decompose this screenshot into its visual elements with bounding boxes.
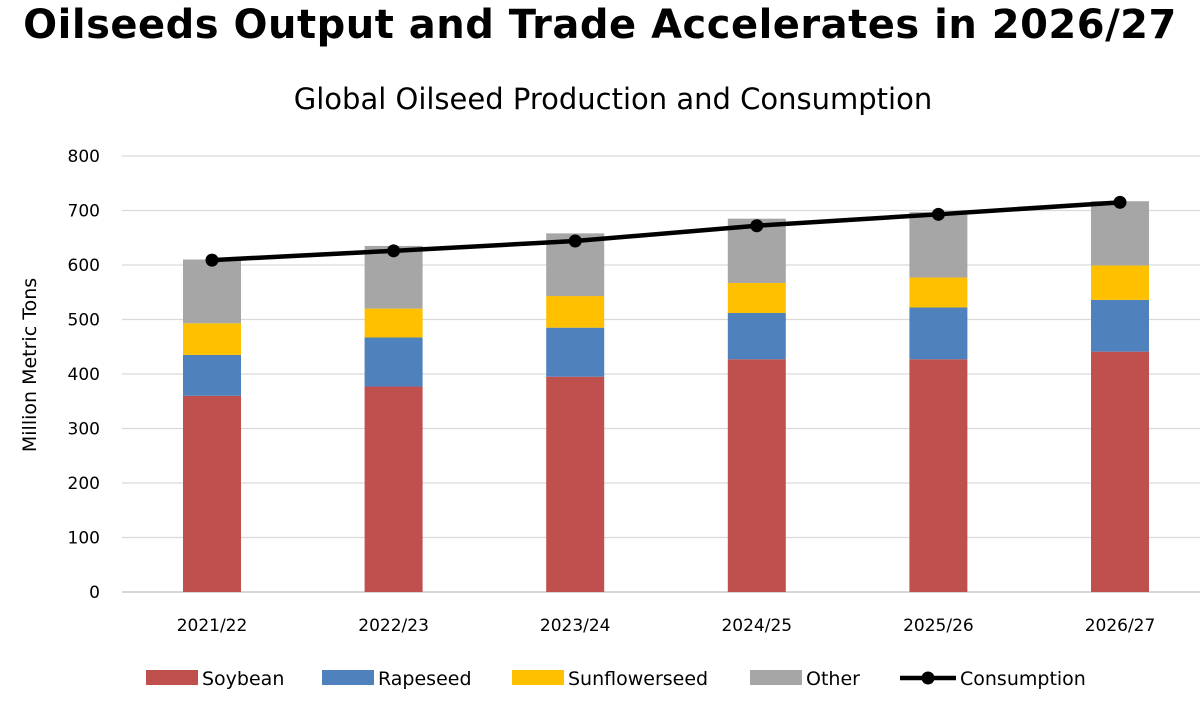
consumption-point — [568, 234, 582, 248]
y-tick-label: 200 — [68, 474, 100, 494]
y-tick-label: 400 — [68, 365, 100, 385]
legend-label: Soybean — [202, 668, 284, 690]
y-tick-label: 100 — [68, 529, 100, 549]
legend-label: Consumption — [960, 668, 1086, 690]
bar-rapeseed — [546, 327, 605, 377]
bar-soybean — [183, 395, 241, 592]
legend-item-rapeseed: Rapeseed — [322, 668, 472, 690]
bar-other — [183, 259, 241, 324]
y-axis-ticks: 0 100 200 300 400 500 600 700 800 — [68, 147, 100, 603]
y-tick-label: 800 — [68, 147, 100, 167]
y-tick-label: 0 — [89, 583, 100, 603]
y-tick-label: 600 — [68, 256, 100, 276]
bar-sunflowerseed — [1091, 265, 1149, 300]
bar-sunflowerseed — [727, 282, 786, 313]
page-title: Oilseeds Output and Trade Accelerates in… — [23, 2, 1177, 48]
legend-swatch — [750, 670, 802, 685]
bar-sunflowerseed — [183, 323, 241, 355]
legend-item-other: Other — [750, 668, 860, 690]
consumption-point — [387, 244, 401, 258]
bar-rapeseed — [183, 354, 241, 396]
legend-label: Other — [806, 668, 860, 690]
y-tick-label: 700 — [68, 202, 100, 222]
bar-soybean — [1091, 351, 1149, 592]
legend-swatch — [512, 670, 564, 685]
bar-soybean — [727, 359, 786, 592]
y-tick-label: 300 — [68, 420, 100, 440]
bar-soybean — [364, 386, 423, 592]
y-tick-label: 500 — [68, 311, 100, 331]
bar-sunflowerseed — [909, 277, 968, 308]
x-tick-label: 2026/27 — [1085, 616, 1156, 636]
consumption-line-layer — [205, 195, 1127, 267]
x-axis-ticks: 2021/22 2022/23 2023/24 2024/25 2025/26 2026/… — [177, 616, 1156, 636]
bar-layer — [183, 201, 1149, 592]
bar-other — [1091, 201, 1149, 266]
bar-rapeseed — [909, 307, 968, 360]
legend: Soybean Rapeseed Sunflowerseed Other Consump… — [146, 668, 1086, 690]
x-tick-label: 2023/24 — [540, 616, 611, 636]
gridlines — [122, 155, 1200, 593]
consumption-point — [931, 207, 945, 221]
x-tick-label: 2021/22 — [177, 616, 248, 636]
chart-title: Global Oilseed Production and Consumptio… — [293, 82, 933, 116]
bar-soybean — [909, 359, 968, 592]
bar-other — [909, 212, 968, 278]
x-tick-label: 2025/26 — [903, 616, 974, 636]
bar-sunflowerseed — [546, 296, 605, 328]
consumption-line — [211, 200, 1121, 263]
x-tick-label: 2024/25 — [721, 616, 792, 636]
legend-swatch — [146, 670, 198, 685]
y-axis-title: Million Metric Tons — [19, 278, 41, 452]
consumption-point — [750, 219, 764, 233]
legend-item-sunflowerseed: Sunflowerseed — [512, 668, 708, 690]
consumption-point — [205, 253, 219, 267]
legend-label: Sunflowerseed — [568, 668, 708, 690]
x-tick-label: 2022/23 — [358, 616, 429, 636]
legend-item-soybean: Soybean — [146, 668, 284, 690]
bar-sunflowerseed — [364, 308, 423, 338]
legend-swatch — [322, 670, 374, 685]
consumption-point — [1113, 195, 1127, 209]
bar-rapeseed — [1091, 299, 1149, 352]
bar-rapeseed — [364, 337, 423, 387]
legend-label: Rapeseed — [378, 668, 472, 690]
legend-marker — [921, 671, 935, 685]
legend-item-consumption: Consumption — [900, 668, 1086, 690]
bar-soybean — [546, 376, 605, 592]
bar-rapeseed — [727, 312, 786, 360]
